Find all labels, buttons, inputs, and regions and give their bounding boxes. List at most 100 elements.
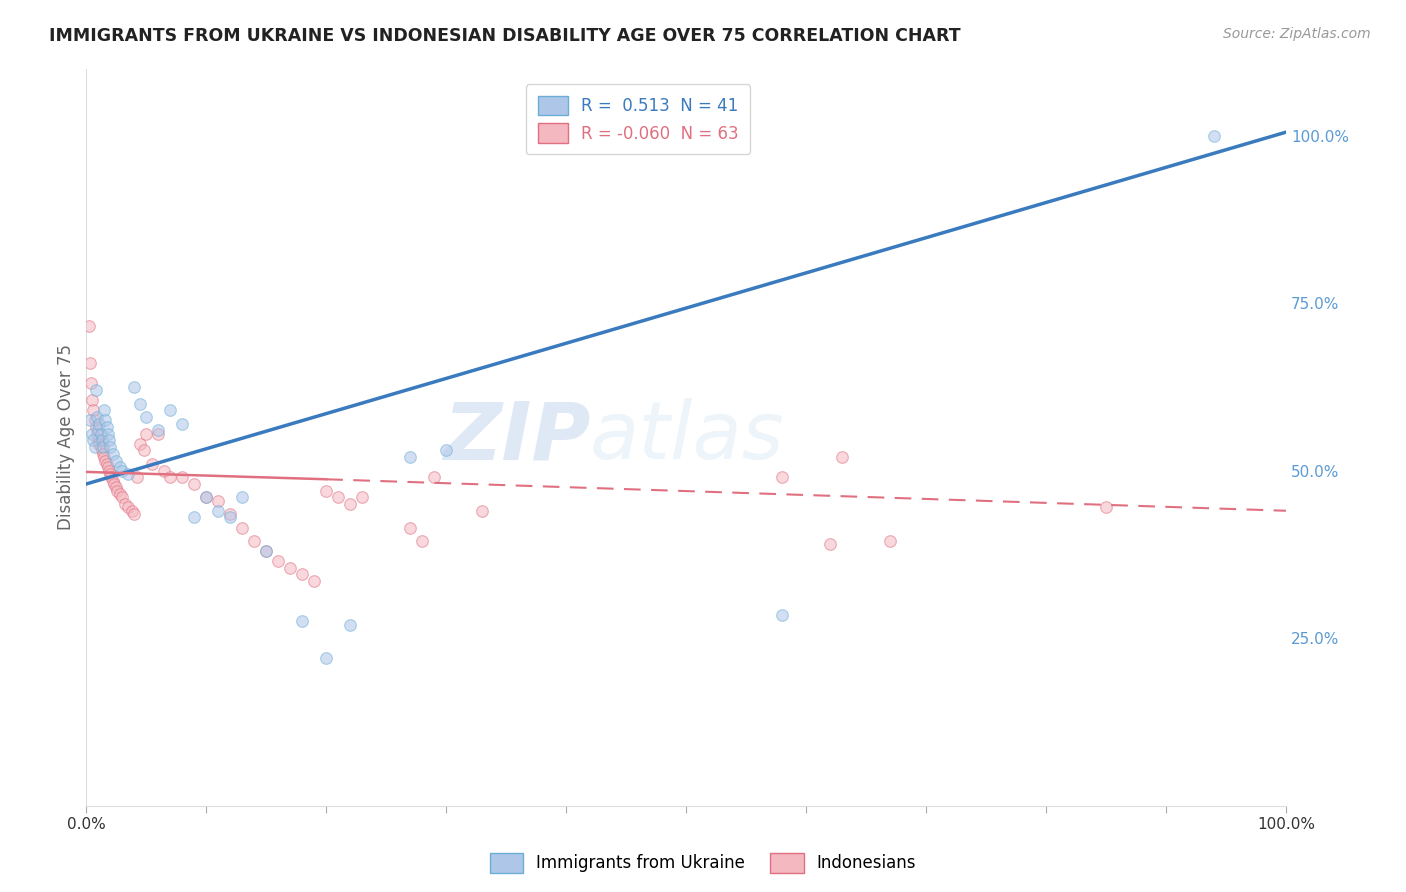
- Point: [89, 417, 111, 431]
- Point: [121, 504, 143, 518]
- Point: [91, 447, 114, 461]
- Point: [101, 474, 124, 488]
- Point: [399, 520, 422, 534]
- Point: [183, 477, 205, 491]
- Point: [159, 470, 181, 484]
- Text: ZIP: ZIP: [443, 398, 591, 476]
- Point: [1095, 500, 1118, 515]
- Point: [172, 470, 194, 484]
- Point: [117, 500, 139, 515]
- Point: [108, 460, 131, 475]
- Point: [207, 504, 229, 518]
- Point: [98, 440, 121, 454]
- Point: [148, 426, 170, 441]
- Point: [98, 434, 121, 448]
- Point: [90, 440, 112, 454]
- Point: [339, 617, 361, 632]
- Point: [114, 497, 136, 511]
- Point: [411, 533, 433, 548]
- Point: [195, 491, 218, 505]
- Point: [135, 426, 157, 441]
- Point: [132, 443, 155, 458]
- Point: [471, 504, 494, 518]
- Point: [80, 376, 103, 391]
- Point: [141, 457, 163, 471]
- Point: [831, 450, 853, 465]
- Point: [108, 487, 131, 501]
- Point: [107, 483, 129, 498]
- Point: [89, 436, 111, 450]
- Point: [90, 443, 112, 458]
- Point: [243, 533, 266, 548]
- Point: [97, 426, 120, 441]
- Point: [86, 409, 108, 424]
- Point: [82, 403, 104, 417]
- Point: [100, 470, 122, 484]
- Point: [770, 470, 793, 484]
- Point: [79, 413, 101, 427]
- Point: [86, 426, 108, 441]
- Point: [98, 464, 121, 478]
- Point: [87, 423, 110, 437]
- Point: [96, 457, 118, 471]
- Point: [93, 450, 115, 465]
- Point: [159, 403, 181, 417]
- Point: [90, 426, 112, 441]
- Point: [77, 319, 100, 334]
- Point: [124, 507, 146, 521]
- Point: [1202, 128, 1225, 143]
- Point: [87, 434, 110, 448]
- Point: [183, 510, 205, 524]
- Point: [82, 393, 104, 408]
- Point: [231, 520, 253, 534]
- Point: [91, 440, 114, 454]
- Point: [879, 533, 901, 548]
- Point: [219, 510, 242, 524]
- Point: [254, 544, 277, 558]
- Point: [328, 491, 350, 505]
- Point: [111, 491, 134, 505]
- Point: [434, 443, 457, 458]
- Point: [818, 537, 841, 551]
- Point: [90, 434, 112, 448]
- Point: [98, 467, 121, 481]
- Point: [423, 470, 446, 484]
- Point: [291, 615, 314, 629]
- Legend: Immigrants from Ukraine, Indonesians: Immigrants from Ukraine, Indonesians: [484, 847, 922, 880]
- Point: [129, 436, 152, 450]
- Point: [231, 491, 253, 505]
- Point: [82, 426, 104, 441]
- Point: [96, 420, 118, 434]
- Point: [93, 403, 115, 417]
- Point: [278, 560, 301, 574]
- Point: [125, 470, 148, 484]
- Point: [94, 413, 117, 427]
- Point: [101, 447, 124, 461]
- Text: Source: ZipAtlas.com: Source: ZipAtlas.com: [1223, 27, 1371, 41]
- Point: [135, 409, 157, 424]
- Point: [254, 544, 277, 558]
- Text: IMMIGRANTS FROM UKRAINE VS INDONESIAN DISABILITY AGE OVER 75 CORRELATION CHART: IMMIGRANTS FROM UKRAINE VS INDONESIAN DI…: [49, 27, 960, 45]
- Point: [267, 554, 290, 568]
- Point: [117, 467, 139, 481]
- Point: [83, 413, 105, 427]
- Point: [315, 651, 337, 665]
- Point: [84, 420, 107, 434]
- Y-axis label: Disability Age Over 75: Disability Age Over 75: [58, 344, 75, 530]
- Point: [291, 567, 314, 582]
- Point: [83, 440, 105, 454]
- Point: [148, 423, 170, 437]
- Point: [124, 380, 146, 394]
- Point: [770, 607, 793, 622]
- Point: [82, 434, 104, 448]
- Point: [105, 453, 128, 467]
- Point: [302, 574, 325, 588]
- Point: [103, 477, 125, 491]
- Point: [97, 460, 120, 475]
- Point: [315, 483, 337, 498]
- Point: [339, 497, 361, 511]
- Legend: R =  0.513  N = 41, R = -0.060  N = 63: R = 0.513 N = 41, R = -0.060 N = 63: [526, 84, 751, 154]
- Point: [129, 396, 152, 410]
- Point: [79, 356, 101, 370]
- Point: [111, 464, 134, 478]
